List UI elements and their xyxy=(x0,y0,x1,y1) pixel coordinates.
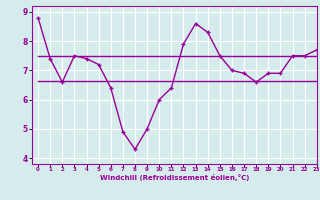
X-axis label: Windchill (Refroidissement éolien,°C): Windchill (Refroidissement éolien,°C) xyxy=(100,174,249,181)
